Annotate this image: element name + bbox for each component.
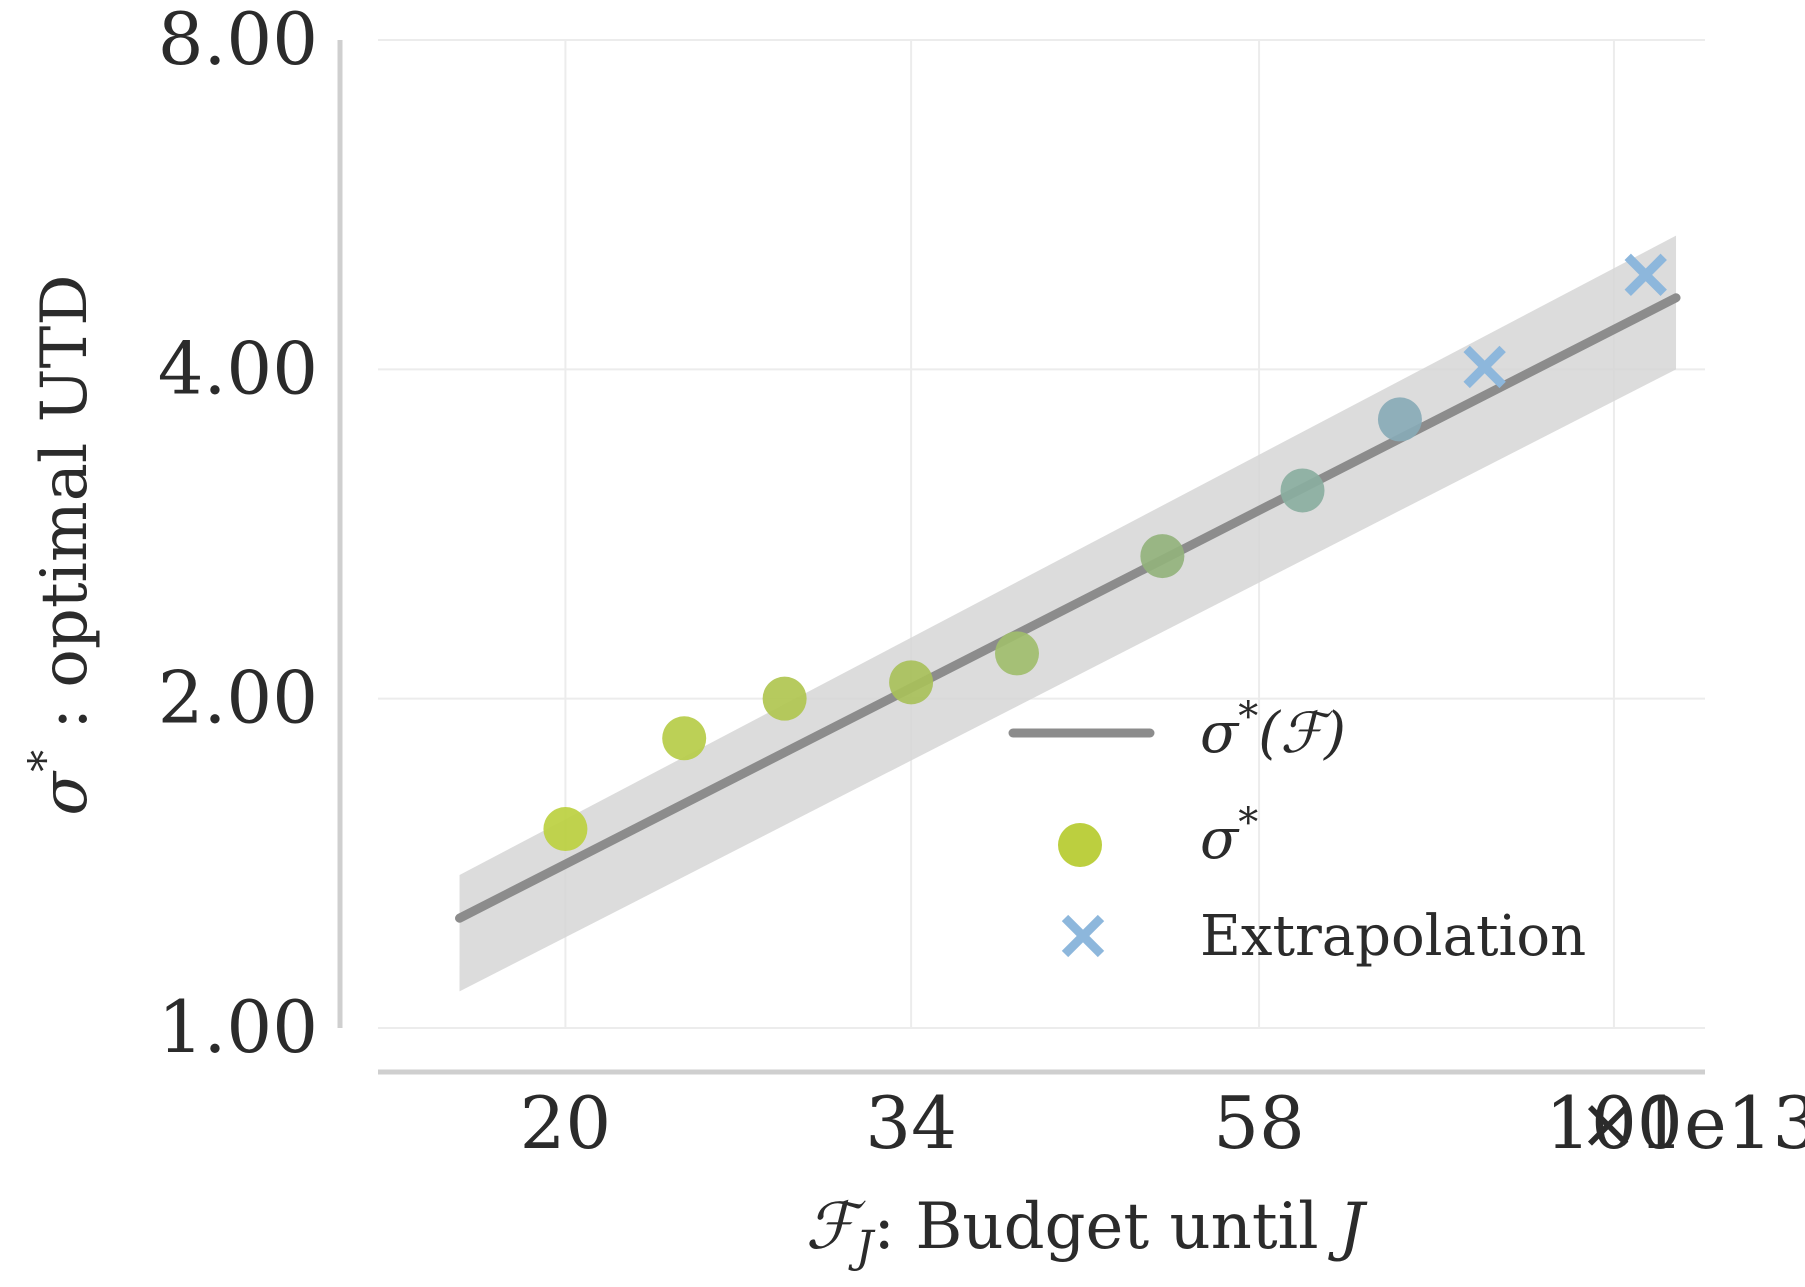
legend-label-fit: σ*(ℱ) xyxy=(1200,694,1346,766)
axes xyxy=(337,40,1705,1075)
data-point xyxy=(543,807,588,852)
fit-line-path xyxy=(455,293,1681,923)
y-axis-label-text: : optimal UTD xyxy=(28,274,102,750)
legend: σ*(ℱ) σ* Extrapolation xyxy=(1008,694,1586,969)
extrapolation-marker xyxy=(1463,345,1506,389)
confidence-band xyxy=(459,235,1677,992)
x-multiplier: ×1e13 xyxy=(1578,1081,1805,1165)
data-point xyxy=(994,631,1039,676)
data-point xyxy=(662,716,707,761)
legend-label-points: σ* xyxy=(1200,800,1258,872)
legend-x-marker xyxy=(1061,914,1105,958)
grid xyxy=(378,39,1705,1029)
legend-label-extrapolation: Extrapolation xyxy=(1200,904,1586,969)
x-axis-label: ℱJ: Budget until J xyxy=(805,1190,1367,1273)
y-axis-label: σ* : optimal UTD xyxy=(20,274,102,815)
data-point xyxy=(1377,397,1422,442)
y-axis-label-symbol: σ xyxy=(28,770,102,816)
x-axis-label-text: : Budget until xyxy=(873,1190,1338,1264)
y-ticks: 1.00 2.00 4.00 8.00 xyxy=(158,0,318,1069)
y-tick-label: 4.00 xyxy=(158,326,318,410)
data-point xyxy=(889,660,934,705)
data-point xyxy=(1140,534,1185,579)
x-tick-label: 58 xyxy=(1213,1081,1305,1165)
extrapolation-marker xyxy=(1624,253,1667,297)
data-points xyxy=(543,397,1422,852)
data-point xyxy=(762,676,807,721)
confidence-band-area xyxy=(459,235,1677,992)
x-tick-label: 100 xyxy=(1545,1081,1682,1165)
fit-line xyxy=(455,293,1681,923)
x-ticks: 20 34 58 100 xyxy=(520,1081,1683,1165)
y-tick-label: 2.00 xyxy=(158,656,318,740)
y-axis-label-superscript: * xyxy=(20,750,71,772)
x-tick-label: 20 xyxy=(520,1081,612,1165)
x-tick-label: 34 xyxy=(865,1081,957,1165)
y-tick-label: 1.00 xyxy=(158,985,318,1069)
extrapolation-markers xyxy=(1463,253,1667,389)
data-point xyxy=(1280,468,1325,513)
y-tick-label: 8.00 xyxy=(158,0,318,81)
legend-circle-marker xyxy=(1058,823,1102,867)
